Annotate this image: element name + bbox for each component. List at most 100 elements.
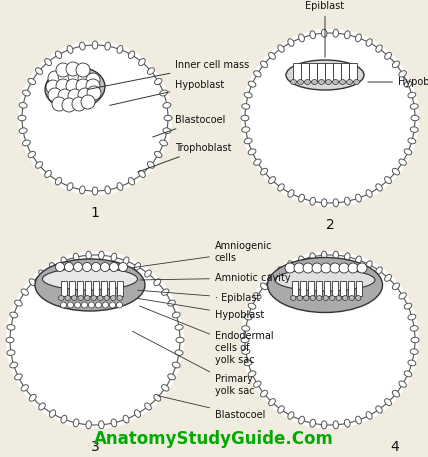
Ellipse shape [376,45,382,52]
Ellipse shape [366,412,372,419]
Ellipse shape [117,183,123,191]
Ellipse shape [356,34,361,42]
Ellipse shape [410,127,418,133]
Circle shape [241,29,419,207]
Text: Hypoblast: Hypoblast [138,298,264,320]
Ellipse shape [299,194,304,202]
FancyBboxPatch shape [318,63,324,81]
Ellipse shape [134,410,141,417]
Text: · Epiblast: · Epiblast [138,290,260,303]
Text: Amniogenic
cells: Amniogenic cells [133,241,273,268]
Ellipse shape [89,302,95,308]
Ellipse shape [312,80,318,85]
Circle shape [56,79,70,93]
Ellipse shape [160,90,167,96]
Ellipse shape [105,42,110,50]
Ellipse shape [356,296,361,301]
Ellipse shape [28,79,36,85]
Ellipse shape [128,51,135,58]
Circle shape [83,262,92,271]
Ellipse shape [408,314,416,320]
FancyBboxPatch shape [332,281,339,296]
Ellipse shape [411,337,419,343]
Circle shape [10,255,180,425]
Circle shape [245,255,415,425]
Ellipse shape [392,390,399,397]
Ellipse shape [347,80,353,85]
Ellipse shape [45,67,105,109]
Ellipse shape [67,46,73,53]
Text: Hypoblast: Hypoblast [110,80,224,106]
Circle shape [76,79,90,93]
Ellipse shape [39,270,45,277]
Ellipse shape [392,61,399,68]
Ellipse shape [116,302,122,308]
FancyBboxPatch shape [85,281,91,296]
Circle shape [86,73,100,87]
FancyBboxPatch shape [61,281,67,296]
Circle shape [56,63,70,77]
Ellipse shape [244,138,252,144]
Ellipse shape [104,296,110,301]
FancyBboxPatch shape [300,281,306,296]
Ellipse shape [6,337,14,343]
Ellipse shape [354,80,360,85]
Ellipse shape [254,159,261,165]
Ellipse shape [366,261,372,268]
Ellipse shape [21,385,28,391]
Ellipse shape [248,371,256,377]
Text: Epiblast: Epiblast [306,1,345,57]
Ellipse shape [49,263,56,270]
Circle shape [321,263,331,273]
FancyBboxPatch shape [324,281,330,296]
Ellipse shape [404,149,412,155]
Ellipse shape [65,296,71,301]
Ellipse shape [117,46,123,53]
Ellipse shape [134,263,141,270]
Ellipse shape [278,406,284,413]
Ellipse shape [15,374,22,380]
Ellipse shape [74,302,80,308]
Ellipse shape [111,253,117,261]
Circle shape [303,263,313,273]
Ellipse shape [356,194,361,202]
Ellipse shape [410,104,418,109]
Ellipse shape [366,190,372,197]
Ellipse shape [399,381,406,387]
Ellipse shape [111,419,117,427]
Circle shape [65,262,74,271]
Ellipse shape [323,296,328,301]
FancyBboxPatch shape [333,63,341,81]
Text: Primary
yolk sac: Primary yolk sac [132,331,255,396]
Ellipse shape [410,349,418,354]
Text: Inner cell mass: Inner cell mass [88,60,249,90]
Circle shape [110,262,119,271]
Ellipse shape [19,102,27,108]
Circle shape [339,263,349,273]
Ellipse shape [92,187,98,195]
Ellipse shape [155,151,162,158]
Ellipse shape [10,362,18,368]
Ellipse shape [269,177,275,184]
Ellipse shape [29,394,36,401]
Text: Blastocoel: Blastocoel [158,396,265,420]
FancyBboxPatch shape [291,281,298,296]
Ellipse shape [175,324,183,330]
Ellipse shape [28,151,36,158]
Ellipse shape [399,159,406,165]
Ellipse shape [60,302,66,308]
Ellipse shape [297,80,303,85]
Ellipse shape [321,421,327,429]
Circle shape [81,95,95,109]
Ellipse shape [392,283,399,290]
Ellipse shape [92,41,98,49]
Ellipse shape [349,296,354,301]
Ellipse shape [162,289,169,295]
Text: 1: 1 [91,206,99,220]
FancyBboxPatch shape [294,63,300,81]
Ellipse shape [291,80,297,85]
Circle shape [86,79,100,93]
Ellipse shape [345,197,350,205]
Ellipse shape [61,415,67,423]
Ellipse shape [333,29,339,37]
